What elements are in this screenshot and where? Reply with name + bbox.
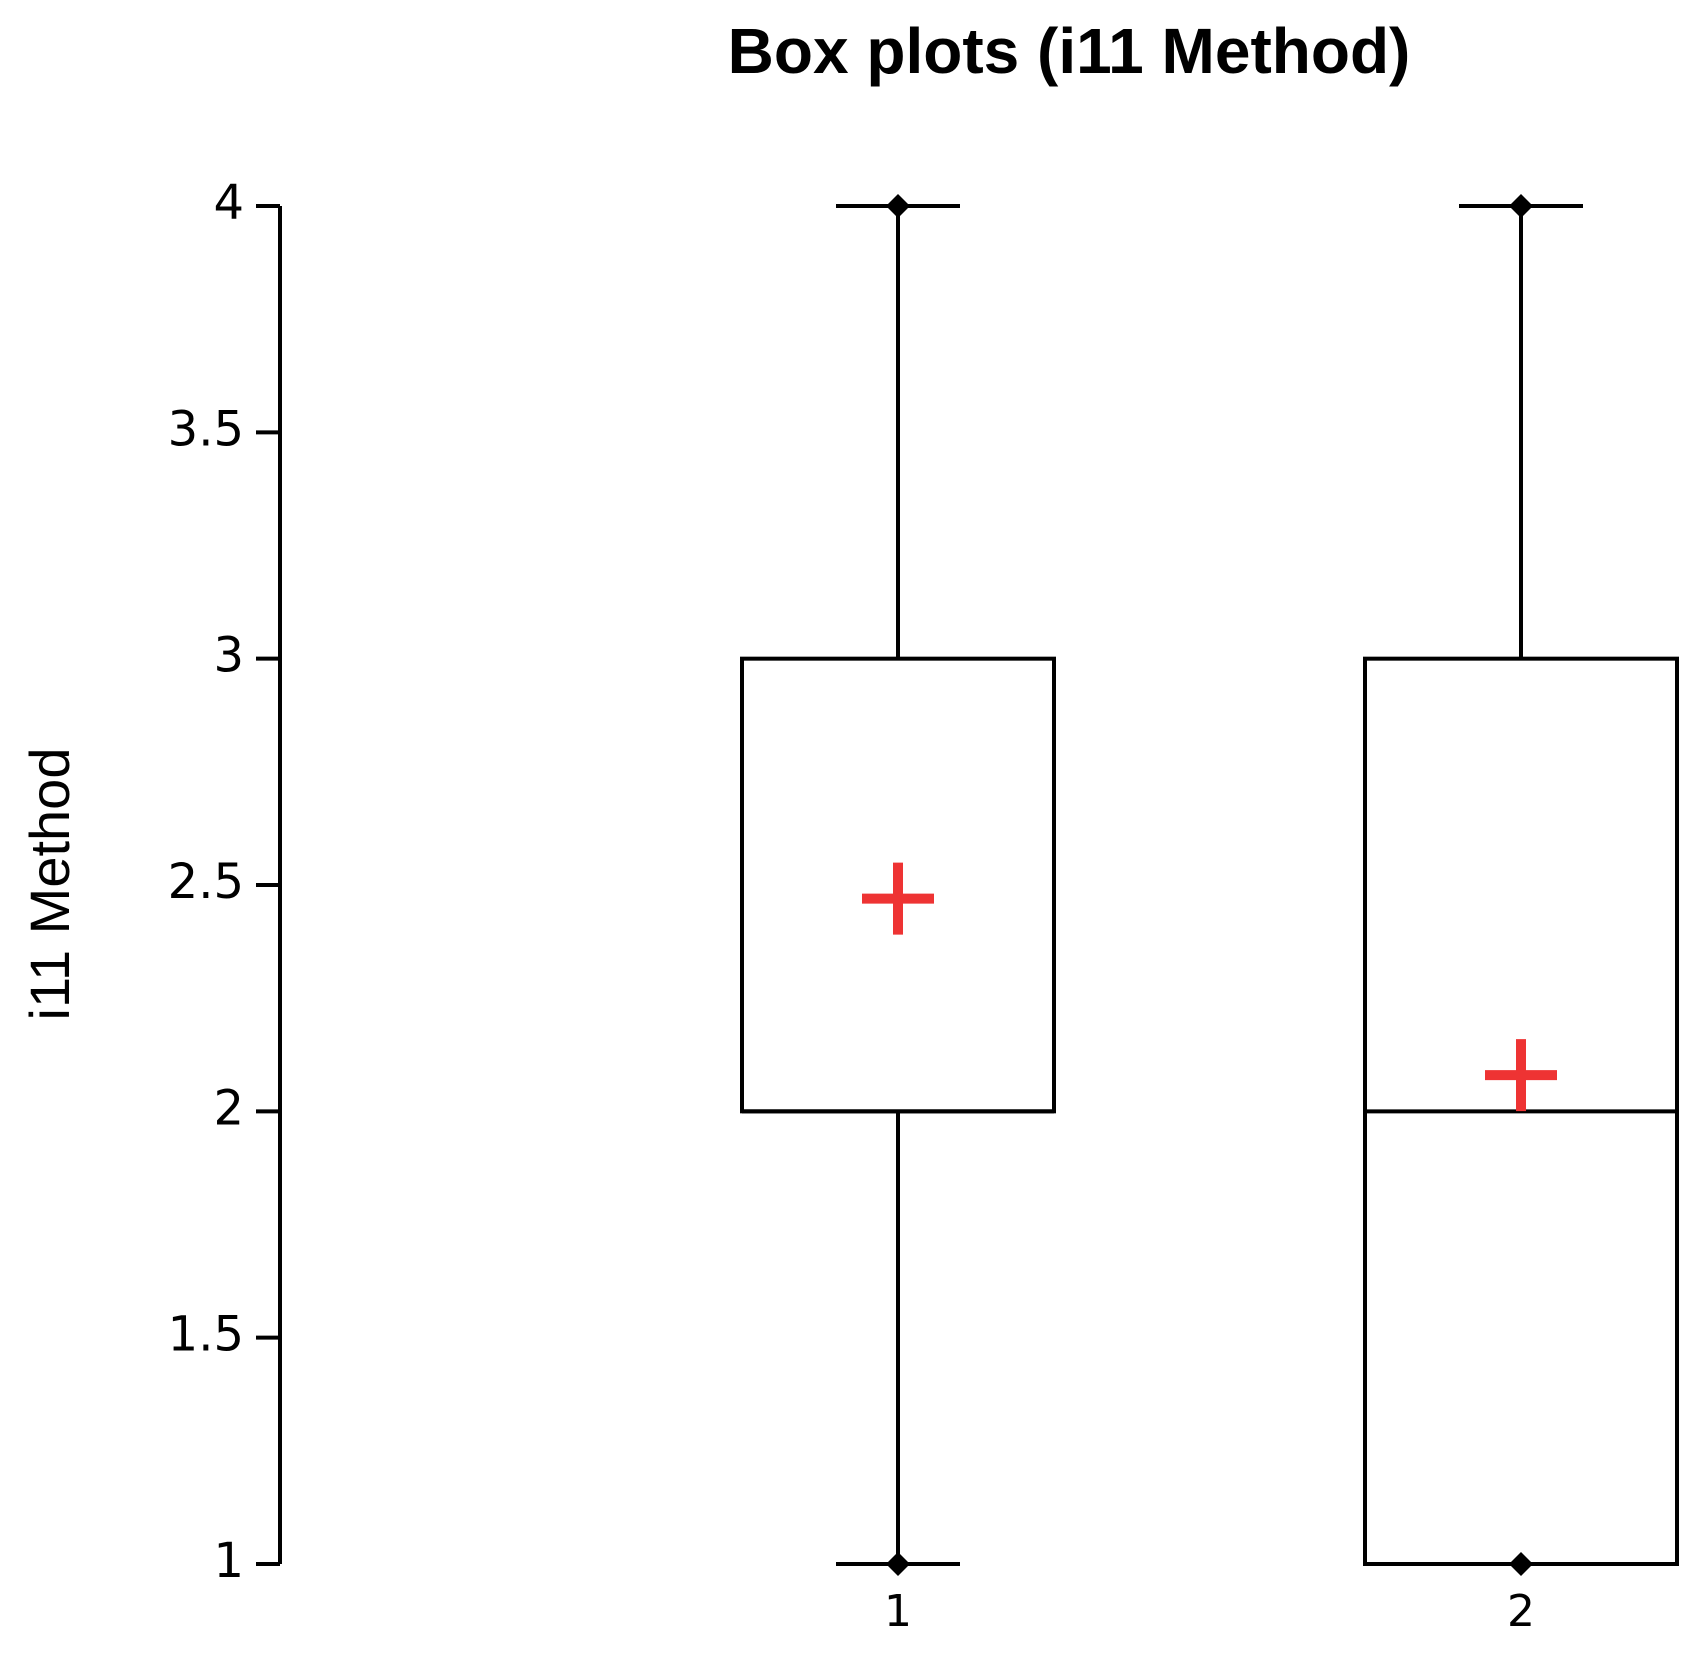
extreme-point <box>886 1552 910 1576</box>
y-axis-label: i11 Method <box>18 748 81 1021</box>
mean-marker <box>1485 1039 1557 1112</box>
y-tick-label: 4 <box>213 175 244 231</box>
extreme-point <box>1509 1552 1533 1576</box>
mean-marker <box>862 862 934 935</box>
y-tick-label: 2.5 <box>168 854 244 910</box>
y-tick-label: 2 <box>213 1080 244 1136</box>
y-tick-label: 1.5 <box>168 1307 244 1363</box>
extreme-point <box>886 194 910 218</box>
chart-title: Box plots (i11 Method) <box>728 15 1411 87</box>
y-tick-label: 3 <box>213 628 244 684</box>
x-tick-label: 1 <box>884 1586 912 1637</box>
x-tick-label: 2 <box>1507 1586 1535 1637</box>
extreme-point <box>1509 194 1533 218</box>
y-tick-label: 3.5 <box>168 401 244 457</box>
y-tick-label: 1 <box>213 1533 244 1589</box>
